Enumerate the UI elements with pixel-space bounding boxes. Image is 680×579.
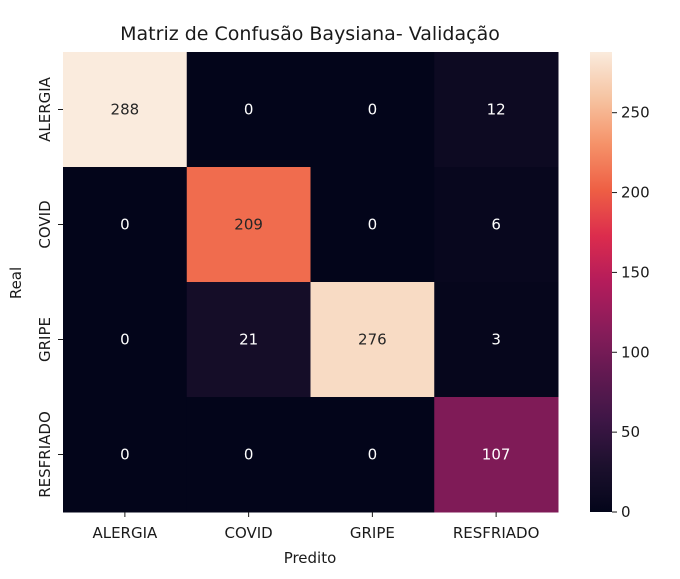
heatmap-cell	[310, 52, 435, 168]
cell-value-label: 0	[120, 216, 130, 234]
heatmap-cell	[63, 397, 188, 513]
cell-value-label: 12	[487, 101, 506, 119]
colorbar-tick-label: 200	[621, 184, 650, 202]
y-tick-label: GRIPE	[36, 317, 54, 362]
cell-value-label: 0	[244, 101, 254, 119]
heatmap-cell	[186, 167, 311, 283]
cell-value-label: 3	[491, 331, 501, 349]
cell-value-label: 6	[491, 216, 501, 234]
cell-value-label: 0	[368, 101, 378, 119]
cell-value-label: 107	[482, 446, 511, 464]
heatmap-cell	[63, 282, 188, 398]
colorbar-tick-label: 150	[621, 263, 650, 281]
x-tick-label: COVID	[224, 524, 272, 542]
y-tick-label: RESFRIADO	[36, 411, 54, 498]
cell-value-label: 209	[234, 216, 263, 234]
y-axis-label: Real	[7, 267, 25, 299]
heatmap-cell	[434, 167, 559, 283]
heatmap-cells	[63, 52, 559, 513]
cell-value-label: 0	[368, 216, 378, 234]
heatmap-cell	[434, 52, 559, 168]
x-axis-label: Predito	[284, 549, 337, 567]
y-tick-label: COVID	[36, 200, 54, 248]
cell-value-label: 0	[120, 331, 130, 349]
y-axis-ticks: ALERGIA COVID GRIPE RESFRIADO	[36, 76, 63, 498]
colorbar: 0 50 100 150 200 250	[590, 52, 650, 521]
chart-title: Matriz de Confusão Baysiana- Validação	[120, 23, 500, 45]
heatmap-cell	[310, 167, 435, 283]
heatmap-cell	[186, 397, 311, 513]
x-tick-label: ALERGIA	[92, 524, 158, 542]
cell-value-label: 0	[368, 446, 378, 464]
cell-value-label: 288	[111, 101, 140, 119]
y-tick-label: ALERGIA	[36, 76, 54, 142]
colorbar-tick-label: 50	[621, 423, 640, 441]
colorbar-gradient	[590, 52, 612, 512]
heatmap-cell	[310, 282, 435, 398]
colorbar-ticks: 0 50 100 150 200 250	[612, 104, 650, 521]
heatmap-cell	[186, 282, 311, 398]
heatmap-cell	[310, 397, 435, 513]
cell-value-label: 0	[244, 446, 254, 464]
heatmap-cell	[63, 167, 188, 283]
heatmap-cell	[434, 397, 559, 513]
x-tick-label: RESFRIADO	[453, 524, 540, 542]
colorbar-tick-label: 0	[621, 503, 631, 521]
cell-value-label: 276	[358, 331, 387, 349]
colorbar-tick-label: 100	[621, 343, 650, 361]
x-tick-label: GRIPE	[350, 524, 395, 542]
heatmap-cell	[434, 282, 559, 398]
cell-value-label: 0	[120, 446, 130, 464]
cell-value-label: 21	[239, 331, 258, 349]
heatmap-cell-labels: 288 0 0 12 0 209 0 6 0 21 276 3 0 0 0 107	[111, 101, 511, 464]
heatmap-cell	[186, 52, 311, 168]
heatmap-cell	[63, 52, 188, 168]
colorbar-tick-label: 250	[621, 104, 650, 122]
x-axis-ticks: ALERGIA COVID GRIPE RESFRIADO	[92, 512, 539, 542]
